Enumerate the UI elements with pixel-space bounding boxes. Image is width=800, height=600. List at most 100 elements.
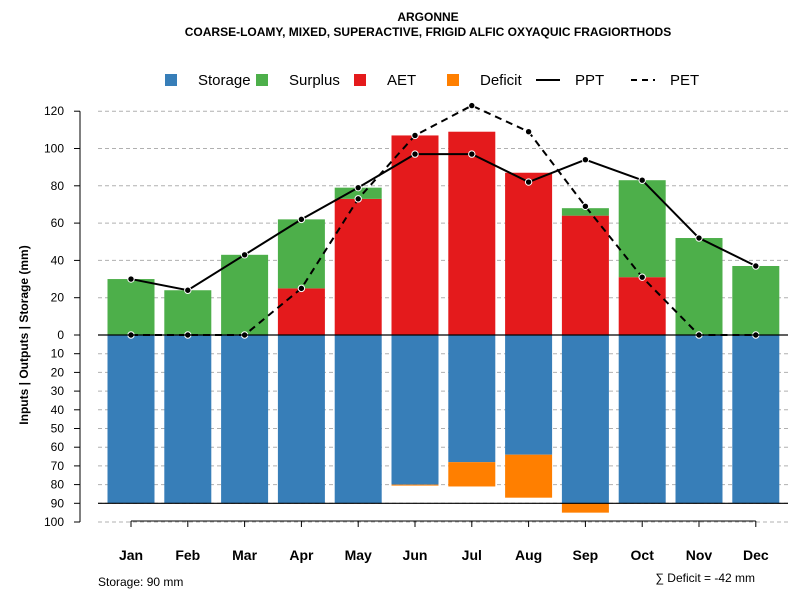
ppt-point <box>638 176 646 184</box>
bar-marks <box>107 131 780 513</box>
x-tick-label: Jan <box>119 547 143 563</box>
bar-storage <box>732 335 780 504</box>
bar-surplus <box>732 265 780 335</box>
deficit-note: ∑ Deficit = -42 mm <box>655 571 755 585</box>
bar-deficit <box>561 503 609 513</box>
legend-swatch <box>447 74 459 86</box>
pet-point <box>638 273 646 281</box>
y-tick-label: 100 <box>44 515 64 529</box>
bar-surplus <box>221 254 269 335</box>
x-tick-label: Aug <box>515 547 542 563</box>
ppt-point <box>695 234 703 242</box>
bar-storage <box>277 335 325 504</box>
pet-point <box>581 202 590 211</box>
pet-line <box>131 104 756 336</box>
ppt-point <box>240 251 249 259</box>
ppt-point <box>354 183 362 192</box>
legend-label: AET <box>387 72 416 89</box>
legend-swatch <box>165 74 177 86</box>
ppt-point <box>184 286 192 294</box>
y-tick-label: 40 <box>51 403 65 417</box>
bar-storage <box>618 335 666 504</box>
bar-surplus <box>675 238 723 335</box>
x-tick-label: Jul <box>462 547 482 563</box>
bar-surplus <box>618 180 666 278</box>
legend-swatch <box>354 74 366 86</box>
bar-storage <box>391 335 439 485</box>
x-tick-label: Jun <box>403 547 428 563</box>
ppt-line <box>130 153 757 292</box>
pet-point <box>411 131 419 140</box>
bar-surplus <box>277 219 325 289</box>
storage-note: Storage: 90 mm <box>98 575 183 589</box>
chart-subtitle: COARSE-LOAMY, MIXED, SUPERACTIVE, FRIGID… <box>185 25 671 39</box>
y-tick-label: 10 <box>51 347 65 361</box>
x-tick-label: Dec <box>743 547 769 563</box>
y-tick-label: 20 <box>51 365 65 379</box>
bar-storage <box>561 335 609 504</box>
bar-aet <box>618 277 666 335</box>
bar-surplus <box>561 208 609 216</box>
y-tick-label: 30 <box>51 384 65 398</box>
ppt-point <box>468 150 476 158</box>
bar-aet <box>334 198 382 335</box>
bar-deficit <box>448 462 496 487</box>
x-tick-label: Feb <box>175 547 200 563</box>
ppt-point <box>127 275 135 283</box>
y-tick-label: 40 <box>51 253 65 267</box>
bar-storage <box>505 335 553 455</box>
chart-legend: Storage Surplus AET Deficit PPT PET <box>165 72 699 89</box>
ppt-point <box>752 262 760 270</box>
bar-storage <box>221 335 269 504</box>
pet-point <box>468 101 476 110</box>
pet-point <box>297 284 306 293</box>
pet-point <box>354 195 362 203</box>
x-tick-label: Oct <box>631 547 655 563</box>
legend-label: Surplus <box>289 72 340 89</box>
bar-storage <box>675 335 723 504</box>
ppt-point <box>524 178 533 186</box>
legend-label: PET <box>670 72 699 89</box>
y-tick-label: 60 <box>51 216 65 230</box>
bar-aet <box>505 172 553 335</box>
bar-aet <box>448 131 496 335</box>
bar-aet <box>277 288 325 335</box>
y-tick-label: 0 <box>57 328 64 342</box>
bar-aet <box>561 215 609 335</box>
ppt-point <box>297 215 306 224</box>
legend-label: Storage <box>198 72 251 89</box>
legend-label: PPT <box>575 72 604 89</box>
bar-storage <box>448 335 496 463</box>
x-tick-label: Sep <box>573 547 599 563</box>
y-axis-label: Inputs | Outputs | Storage (mm) <box>17 245 31 424</box>
y-tick-label: 80 <box>51 179 65 193</box>
bar-storage <box>164 335 212 504</box>
y-tick-label: 120 <box>44 104 64 118</box>
bar-surplus <box>164 290 212 335</box>
legend-label: Deficit <box>480 72 523 89</box>
y-tick-label: 80 <box>51 478 65 492</box>
bar-deficit <box>391 484 439 486</box>
line-series <box>127 101 760 339</box>
ppt-point <box>411 150 419 158</box>
y-tick-label: 60 <box>51 440 65 454</box>
legend-swatch <box>256 74 268 86</box>
chart-title: ARGONNE <box>397 10 458 24</box>
x-tick-label: Nov <box>686 547 713 563</box>
y-tick-label: 100 <box>44 142 64 156</box>
y-tick-label: 50 <box>51 422 65 436</box>
x-tick-label: Mar <box>232 547 257 563</box>
pet-point <box>524 128 533 136</box>
y-tick-label: 70 <box>51 459 65 473</box>
bar-surplus <box>334 187 382 199</box>
x-tick-label: May <box>345 547 372 563</box>
bar-deficit <box>505 454 553 498</box>
bar-aet <box>391 135 439 335</box>
x-tick-label: Apr <box>289 547 314 563</box>
y-tick-label: 20 <box>51 291 65 305</box>
bar-storage <box>107 335 155 504</box>
ppt-point <box>581 155 590 164</box>
bar-surplus <box>107 279 155 335</box>
y-tick-label: 90 <box>51 496 65 510</box>
